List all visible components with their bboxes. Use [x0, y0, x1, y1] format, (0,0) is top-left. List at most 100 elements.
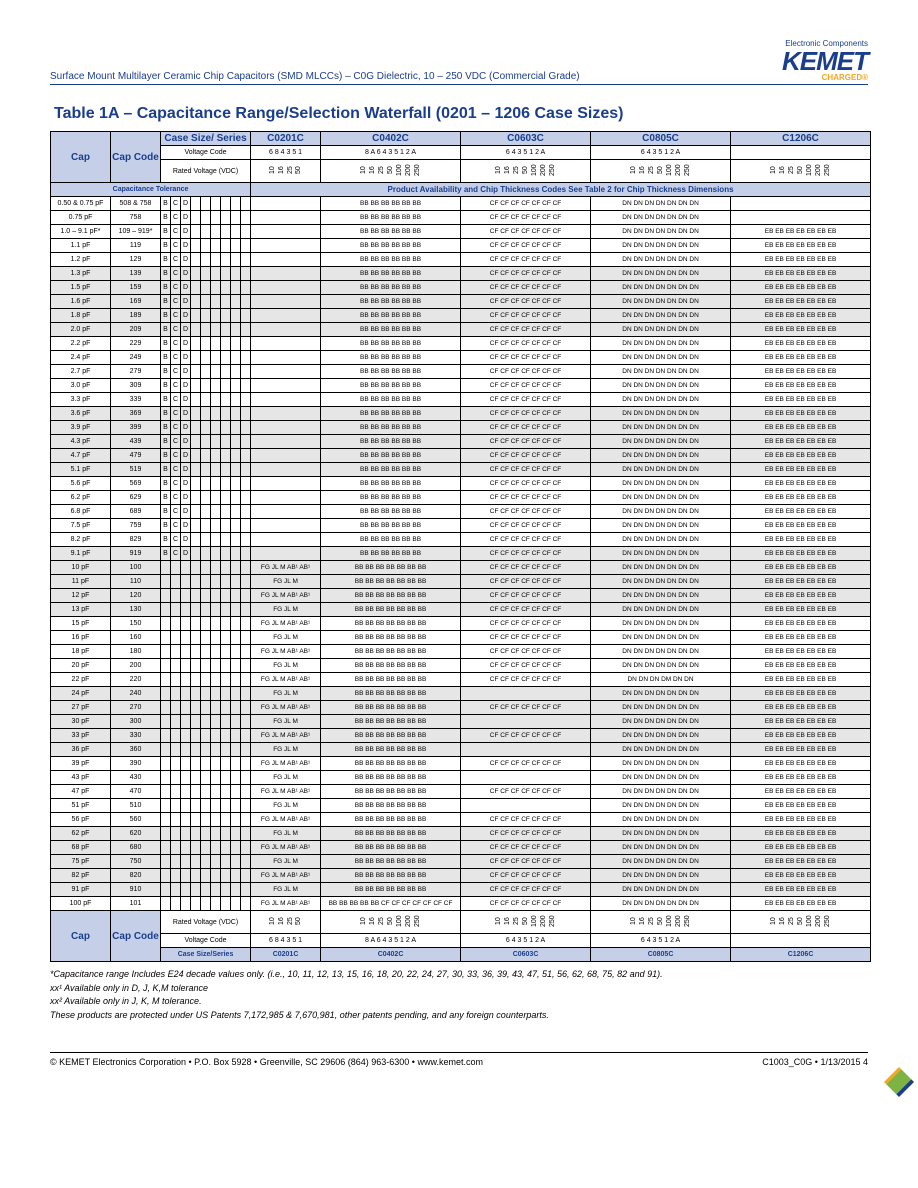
c0805-cell: DN DN DN DN DN DN DN [591, 827, 731, 841]
tol-cell [231, 659, 241, 673]
tol-cell [221, 729, 231, 743]
tol-cell [221, 743, 231, 757]
tol-cell [241, 743, 251, 757]
table-row: 1.5 pF159BCDBB BB BB BB BB BBCF CF CF CF… [51, 281, 871, 295]
tol-cell [191, 729, 201, 743]
code-cell: 919 [111, 547, 161, 561]
code-cell: 560 [111, 813, 161, 827]
tol-cell [211, 799, 221, 813]
tol-cell [181, 785, 191, 799]
table-row: 2.2 pF229BCDBB BB BB BB BB BBCF CF CF CF… [51, 337, 871, 351]
tol-cell [191, 897, 201, 911]
tol-cell: D [181, 309, 191, 323]
c0201-cell [251, 393, 321, 407]
tol-cell: D [181, 337, 191, 351]
tol-cell [171, 897, 181, 911]
tol-cell [241, 617, 251, 631]
tol-cell [211, 757, 221, 771]
tol-cell [231, 771, 241, 785]
c0201-cell [251, 323, 321, 337]
cap-cell: 75 pF [51, 855, 111, 869]
c0201-cell: FG JL M AB¹ AB¹ [251, 673, 321, 687]
cap-cell: 43 pF [51, 771, 111, 785]
tol-cell [241, 589, 251, 603]
tol-cell: B [161, 239, 171, 253]
code-cell: 130 [111, 603, 161, 617]
code-cell: 479 [111, 449, 161, 463]
c0201-cell [251, 337, 321, 351]
tol-cell: C [171, 435, 181, 449]
c0402-cell: BB BB BB BB BB BB [321, 407, 461, 421]
tol-cell [241, 771, 251, 785]
tol-cell [161, 673, 171, 687]
tol-cell [181, 631, 191, 645]
tol-cell [211, 673, 221, 687]
c0402-cell: BB BB BB BB BB BB BB [321, 701, 461, 715]
tol-cell [191, 407, 201, 421]
c0402-cell: BB BB BB BB BB BB [321, 211, 461, 225]
c0201-cell [251, 519, 321, 533]
tol-cell [221, 617, 231, 631]
tol-cell [211, 547, 221, 561]
tol-cell [241, 883, 251, 897]
c0201-cell: FG JL M [251, 715, 321, 729]
tol-cell: D [181, 253, 191, 267]
code-cell: 390 [111, 757, 161, 771]
c0805-cell: DN DN DN DN DN DN DN [591, 449, 731, 463]
tol-cell [201, 645, 211, 659]
c0402-cell: BB BB BB BB BB BB BB [321, 883, 461, 897]
tol-cell: C [171, 309, 181, 323]
code-cell: 399 [111, 421, 161, 435]
c0805-cell: DN DN DN DN DN DN DN [591, 421, 731, 435]
cap-cell: 22 pF [51, 673, 111, 687]
tol-cell [201, 799, 211, 813]
c0603-cell: CF CF CF CF CF CF CF [461, 701, 591, 715]
c0805-cell: DN DN DN DN DN DN DN [591, 337, 731, 351]
tol-cell [241, 505, 251, 519]
tol-cell [191, 225, 201, 239]
tol-cell [211, 729, 221, 743]
tol-cell [181, 771, 191, 785]
c1206-cell: EB EB EB EB EB EB EB [731, 351, 871, 365]
tol-cell [191, 379, 201, 393]
tol-cell [221, 855, 231, 869]
tol-cell [221, 645, 231, 659]
tol-cell [221, 547, 231, 561]
table-row: 2.0 pF209BCDBB BB BB BB BB BBCF CF CF CF… [51, 323, 871, 337]
tol-cell: C [171, 197, 181, 211]
tol-cell [201, 687, 211, 701]
tol-cell [241, 281, 251, 295]
tol-cell [171, 575, 181, 589]
cap-cell: 0.50 & 0.75 pF [51, 197, 111, 211]
tol-cell [221, 253, 231, 267]
code-cell: 240 [111, 687, 161, 701]
code-cell: 510 [111, 799, 161, 813]
tol-cell [231, 505, 241, 519]
tol-cell [161, 603, 171, 617]
c0805-cell: DN DN DN DN DN DN DN [591, 589, 731, 603]
tol-cell [201, 351, 211, 365]
code-cell: 910 [111, 883, 161, 897]
c0201-cell: FG JL M AB¹ AB¹ [251, 841, 321, 855]
tol-cell [161, 645, 171, 659]
c0201-cell: FG JL M AB¹ AB¹ [251, 757, 321, 771]
tol-cell [181, 883, 191, 897]
cap-cell: 3.3 pF [51, 393, 111, 407]
c0402-cell: BB BB BB BB BB BB BB [321, 575, 461, 589]
tol-cell [221, 519, 231, 533]
tol-cell: C [171, 323, 181, 337]
hdr-voltage-code: Voltage Code [161, 146, 251, 160]
c0402-cell: BB BB BB BB BB BB BB [321, 631, 461, 645]
cap-cell: 2.7 pF [51, 365, 111, 379]
c0805-cell: DN DN DN DN DN DN DN [591, 757, 731, 771]
tol-cell [171, 799, 181, 813]
c1206-cell: EB EB EB EB EB EB EB [731, 505, 871, 519]
c1206-cell: EB EB EB EB EB EB EB [731, 673, 871, 687]
tol-cell [241, 407, 251, 421]
tol-cell [221, 197, 231, 211]
c1206-cell: EB EB EB EB EB EB EB [731, 841, 871, 855]
tol-cell: B [161, 547, 171, 561]
c0603-cell: CF CF CF CF CF CF CF [461, 295, 591, 309]
tol-cell [231, 827, 241, 841]
c0402-cell: BB BB BB BB BB BB [321, 365, 461, 379]
